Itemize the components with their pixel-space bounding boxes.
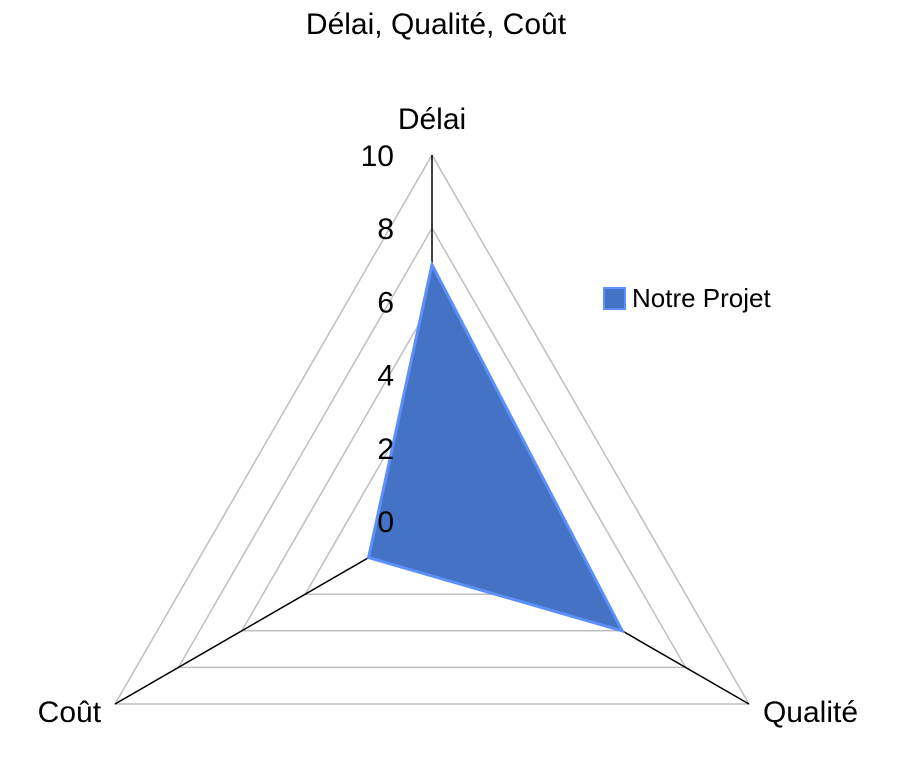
- grid-ring: [177, 226, 687, 669]
- series-area: [366, 260, 626, 634]
- tick-label: 0: [377, 506, 394, 539]
- chart-title: Délai, Qualité, Coût: [306, 8, 567, 41]
- data-point: [430, 263, 434, 267]
- series-layer: [366, 260, 626, 634]
- data-point: [620, 629, 624, 633]
- tick-label: 6: [377, 286, 394, 319]
- legend: Notre Projet: [603, 283, 771, 313]
- tick-label: 2: [377, 433, 394, 466]
- axis-label-layer: Délai Qualité Coût: [38, 103, 858, 729]
- axis-label: Qualité: [763, 696, 858, 729]
- tick-label: 10: [361, 140, 394, 173]
- legend-swatch: [603, 287, 626, 310]
- data-point: [367, 556, 371, 560]
- tick-label: 4: [377, 360, 394, 393]
- grid-ring: [113, 153, 751, 705]
- legend-label: Notre Projet: [632, 283, 771, 313]
- axis-label: Délai: [398, 103, 466, 136]
- tick-label: 8: [377, 213, 394, 246]
- axis-label: Coût: [38, 696, 102, 729]
- tick-layer: 0 2 4 6 8 10: [361, 140, 394, 539]
